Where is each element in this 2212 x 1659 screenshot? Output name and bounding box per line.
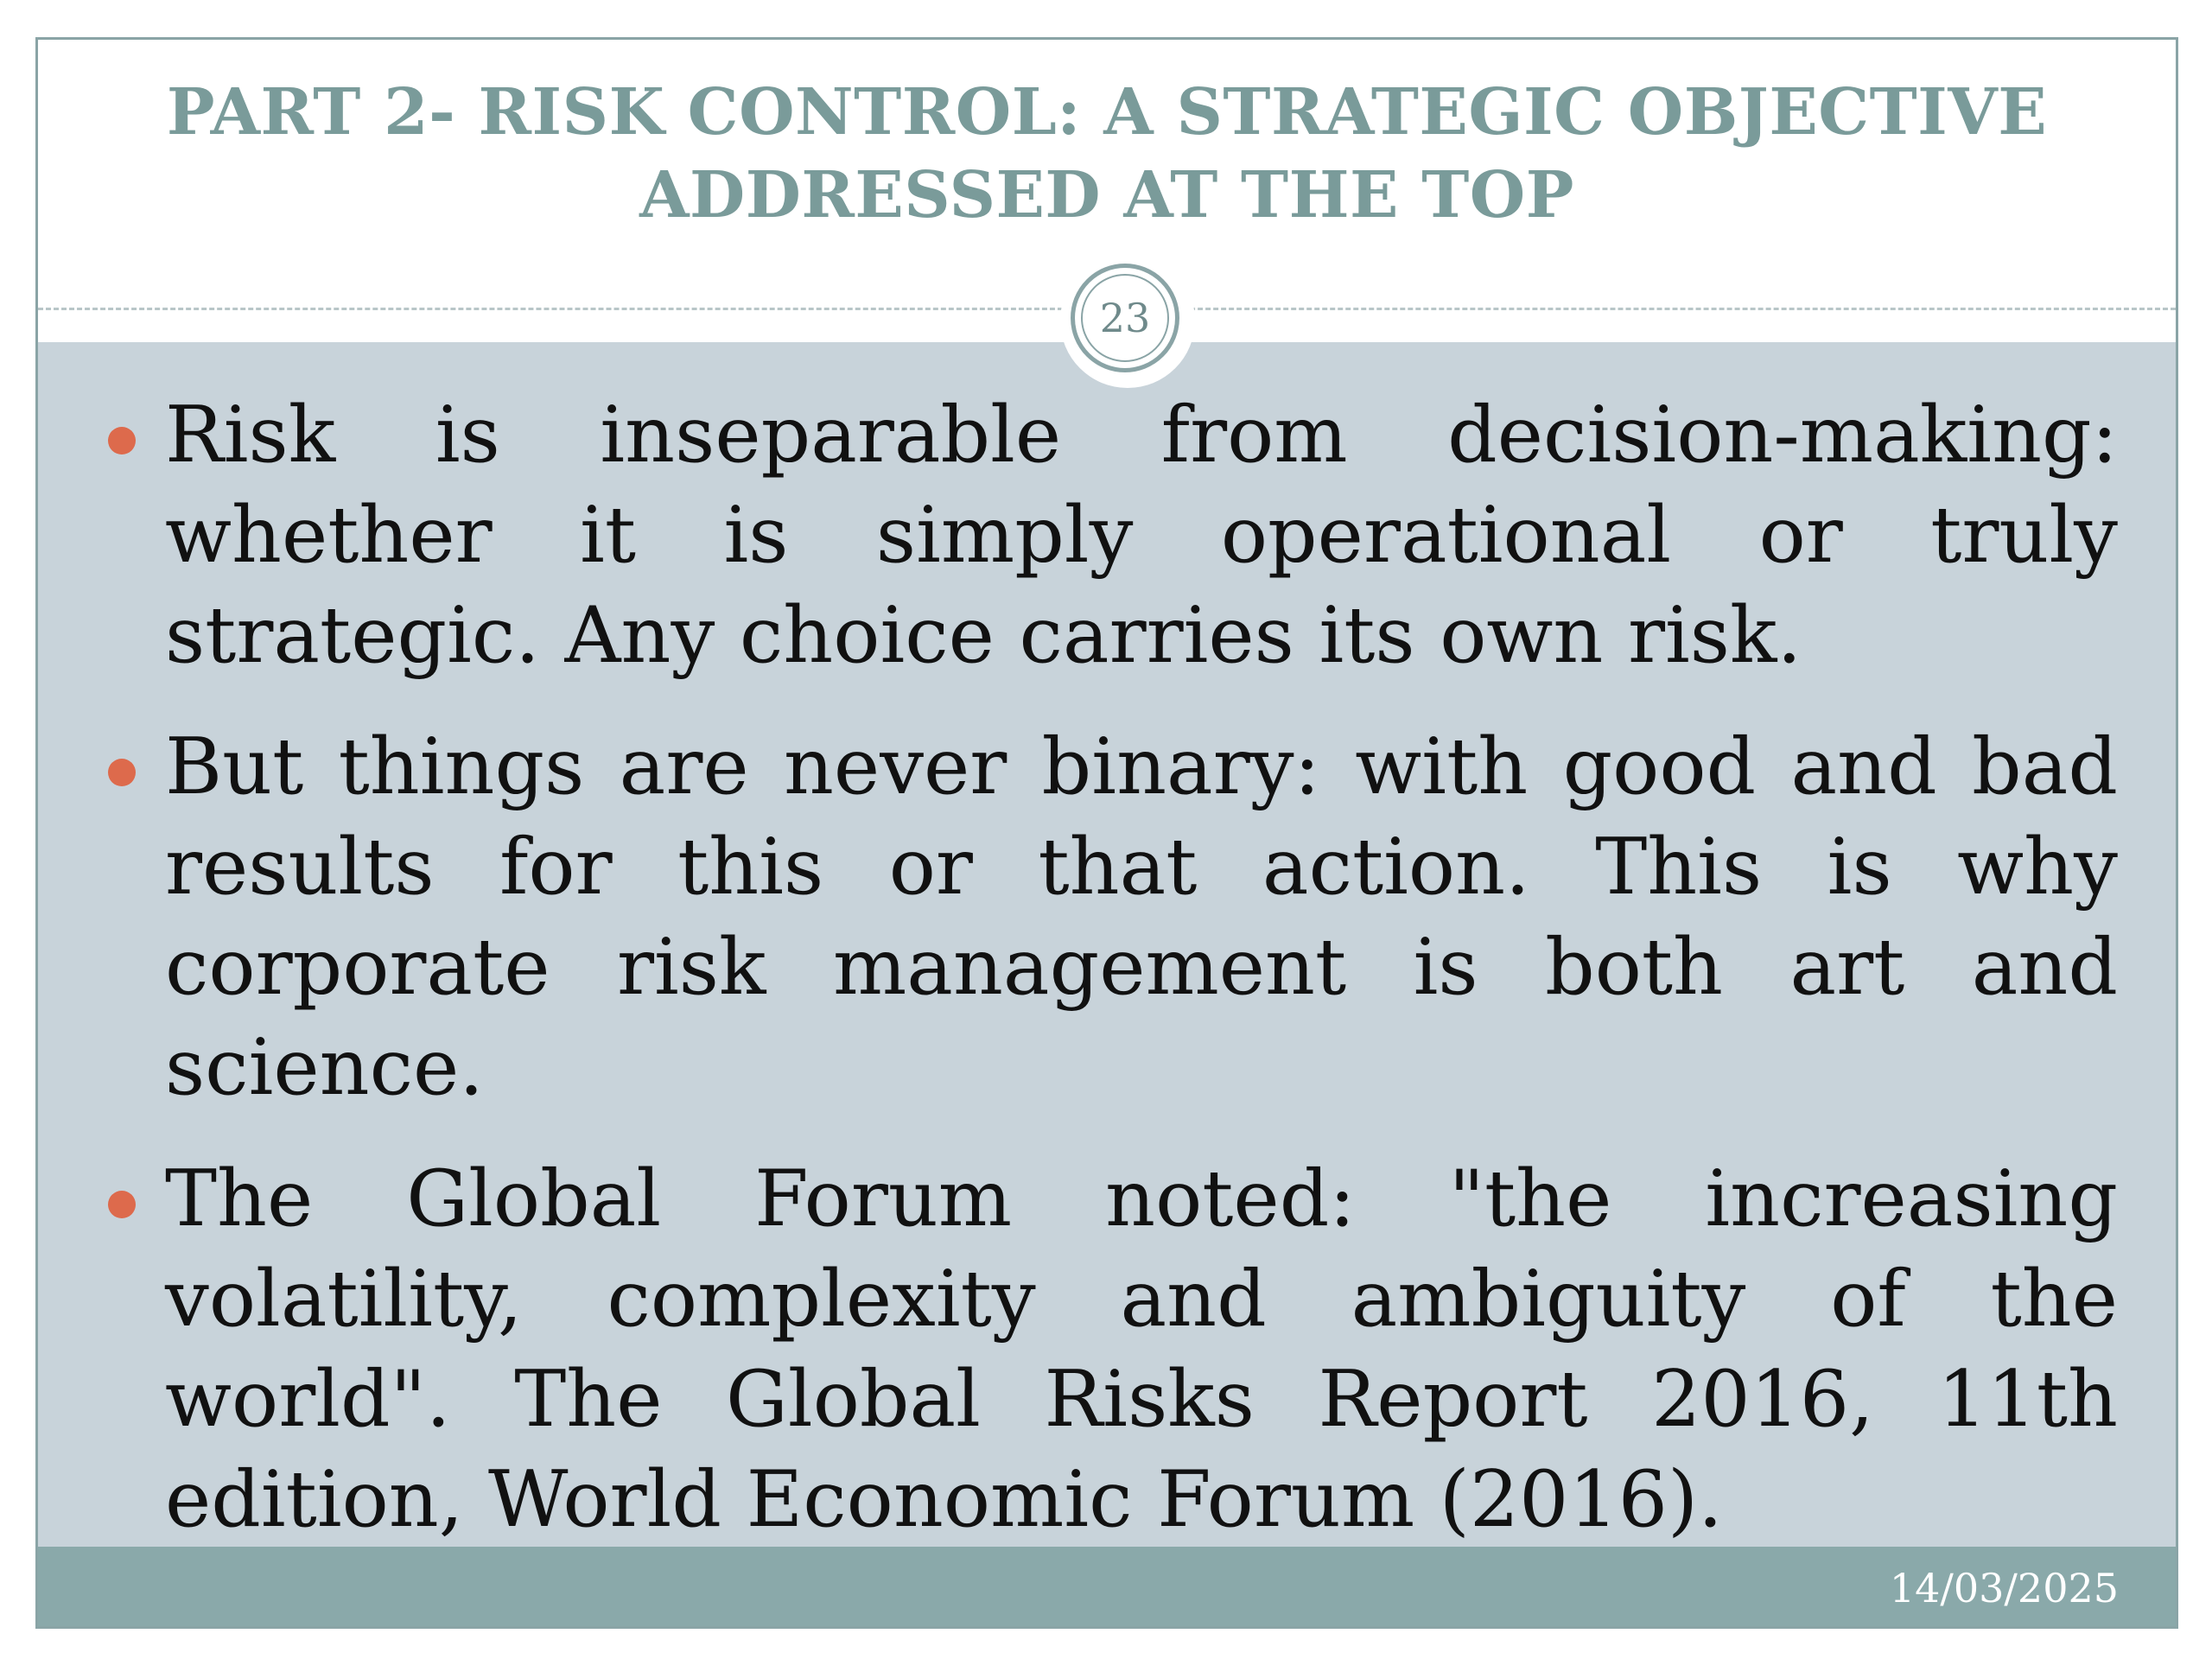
bullet-marker-icon xyxy=(108,1191,136,1218)
page-number: 23 xyxy=(1081,274,1169,362)
content-area xyxy=(38,342,2176,1597)
footer-date: 14/03/2025 xyxy=(1889,1565,2119,1611)
slide-title-line-1: PART 2- RISK CONTROL: A STRATEGIC OBJECT… xyxy=(166,75,2048,149)
bullet-text: Risk is inseparable from decision-making… xyxy=(165,390,2118,681)
bullet-marker-icon xyxy=(108,427,136,454)
slide: PART 2- RISK CONTROL: A STRATEGIC OBJECT… xyxy=(35,37,2178,1629)
bullet-list: Risk is inseparable from decision-making… xyxy=(38,385,2176,1581)
slide-title-line-2: ADDRESSED AT THE TOP xyxy=(639,158,1574,232)
footer-bar: 14/03/2025 xyxy=(38,1547,2176,1626)
page-number-badge: 23 xyxy=(1071,264,1179,372)
bullet-item: The Global Forum noted: "the increasing … xyxy=(108,1149,2118,1550)
bullet-item: But things are never binary: with good a… xyxy=(108,717,2118,1118)
bullet-text: But things are never binary: with good a… xyxy=(165,721,2118,1113)
bullet-text: The Global Forum noted: "the increasing … xyxy=(165,1154,2118,1545)
bullet-marker-icon xyxy=(108,759,136,786)
bullet-item: Risk is inseparable from decision-making… xyxy=(108,385,2118,686)
slide-title: PART 2- RISK CONTROL: A STRATEGIC OBJECT… xyxy=(73,71,2141,237)
